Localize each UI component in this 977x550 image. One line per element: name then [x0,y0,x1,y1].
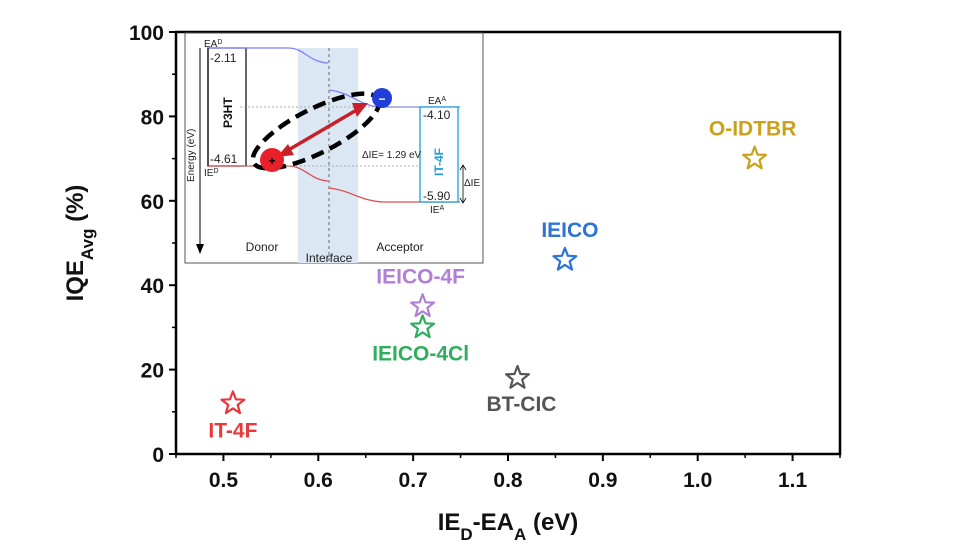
ie-donor-value: -4.61 [210,152,238,166]
point-label: IEICO [541,219,598,242]
point-label: IEICO-4Cl [372,342,469,365]
ea-acceptor-value: -4.10 [423,108,451,122]
ea-donor-value: -2.11 [210,51,237,65]
delta-ie-value: ΔIE= 1.29 eV [362,150,422,161]
y-tick-label: 100 [129,22,164,45]
y-tick-label: 0 [152,444,164,467]
x-axis-label: IED-EAA (eV) [438,509,579,544]
point-label: IT-4F [208,419,257,442]
energy-diagram-inset: Energy (eV) EAD -2.11 -4.61 IED P3HT EAA… [184,32,484,265]
energy-axis-label: Energy (eV) [186,129,197,182]
ea-donor-label: EAD [204,39,222,51]
hole-symbol: + [268,154,275,168]
ie-donor-label: IED [204,168,219,180]
y-axis-label: IQEAvg (%) [62,185,97,302]
region-donor-label: Donor [246,240,279,254]
interface-band [298,48,358,263]
y-tick-label: 40 [141,275,164,298]
y-tick-label: 20 [141,360,164,383]
donor-lumo-line [208,47,329,64]
delta-ie-arrows-icon [459,164,467,204]
acceptor-homo-line [328,187,460,203]
star-marker [220,390,246,415]
acceptor-box [419,106,459,203]
x-tick-label: 0.7 [399,469,428,492]
y-tick-label: 60 [141,191,164,214]
x-tick-label: 0.8 [493,469,523,492]
ea-acceptor-label: EAA [428,96,446,108]
point-label: IEICO-4F [376,265,465,288]
x-tick-label: 0.6 [304,469,333,492]
y-tick-label: 80 [141,106,164,129]
data-points: IT-4F IEICO-4F IEICO-4Cl BT-CIC IEICO O-IDTBR [208,118,796,443]
region-acceptor-label: Acceptor [376,240,423,254]
delta-ie-side-label: ΔIE [464,178,480,189]
x-tick-label: 1.0 [683,469,712,492]
x-axis-ticks: 0.5 0.6 0.7 0.8 0.9 1.0 1.1 [175,454,841,492]
acceptor-name: IT-4F [432,148,446,176]
y-axis-ticks: 0 20 40 60 80 100 [129,22,176,467]
star-marker [410,293,436,318]
electron-icon [372,88,392,108]
donor-name: P3HT [221,97,235,128]
star-marker [505,364,530,389]
x-tick-label: 0.9 [588,469,617,492]
x-tick-label: 0.5 [209,469,239,492]
region-interface-label: Interface [306,251,353,265]
star-marker [410,314,436,339]
electron-symbol: − [378,92,385,106]
star-marker [742,145,768,170]
ie-acceptor-label: IEA [430,205,444,217]
star-marker [552,246,578,271]
x-tick-label: 1.1 [778,469,808,492]
hole-icon [260,148,284,172]
energy-axis-arrow-icon [196,244,204,254]
arrow-head-right-icon [352,103,368,117]
ie-acceptor-value: -5.90 [423,189,451,203]
point-label: O-IDTBR [709,118,797,141]
point-label: BT-CIC [486,393,556,416]
charge-transfer-arrow [284,106,361,154]
